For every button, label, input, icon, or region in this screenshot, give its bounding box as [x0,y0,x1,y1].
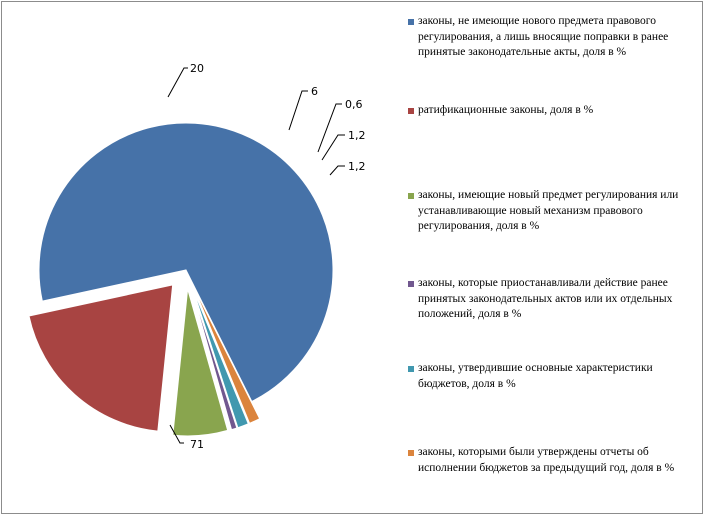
data-label: 1,2 [348,129,366,142]
legend-label: законы, которые приостанавливали действи… [418,277,673,320]
data-label: 71 [190,438,204,451]
pie-slice [38,122,334,403]
leader-line [288,90,308,131]
pie-slice [192,287,249,429]
legend-label: ратификационные законы, доля в % [418,104,594,116]
legend-item-budget-report-laws: законы, которыми были утверждены отчеты … [408,445,693,476]
leader-line [317,103,342,153]
data-label: 1,2 [348,160,366,173]
legend-item-ratification-laws: ратификационные законы, доля в % [408,103,693,119]
legend-item-budget-laws: законы, утвердившие основные характерист… [408,361,693,392]
legend-label: законы, которыми были утверждены отчеты … [418,446,675,474]
leader-line [329,165,345,176]
leader-line [169,424,184,444]
pie-slice [28,284,174,432]
legend-item-amendment-laws: законы, не имеющие нового предмета право… [408,14,693,61]
legend-label: законы, утвердившие основные характерист… [418,362,653,390]
legend-swatch [408,108,414,114]
leader-line [321,134,345,161]
legend-swatch [408,19,414,25]
legend-swatch [408,193,414,199]
data-label: 20 [190,62,204,75]
data-label: 0,6 [345,98,363,111]
pie-slice [193,287,261,424]
legend-swatch [408,450,414,456]
legend-label: законы, имеющие новый предмет регулирова… [418,189,679,232]
legend-item-new-subject-laws: законы, имеющие новый предмет регулирова… [408,188,693,235]
legend-swatch [408,281,414,287]
legend: законы, не имеющие нового предмета право… [408,14,693,504]
legend-item-suspension-laws: законы, которые приостанавливали действи… [408,276,693,323]
pie-slice [172,288,229,437]
pie-slice [191,288,238,431]
legend-swatch [408,366,414,372]
data-label: 6 [311,85,318,98]
leader-line [167,67,188,98]
legend-label: законы, не имеющие нового предмета право… [418,15,669,58]
